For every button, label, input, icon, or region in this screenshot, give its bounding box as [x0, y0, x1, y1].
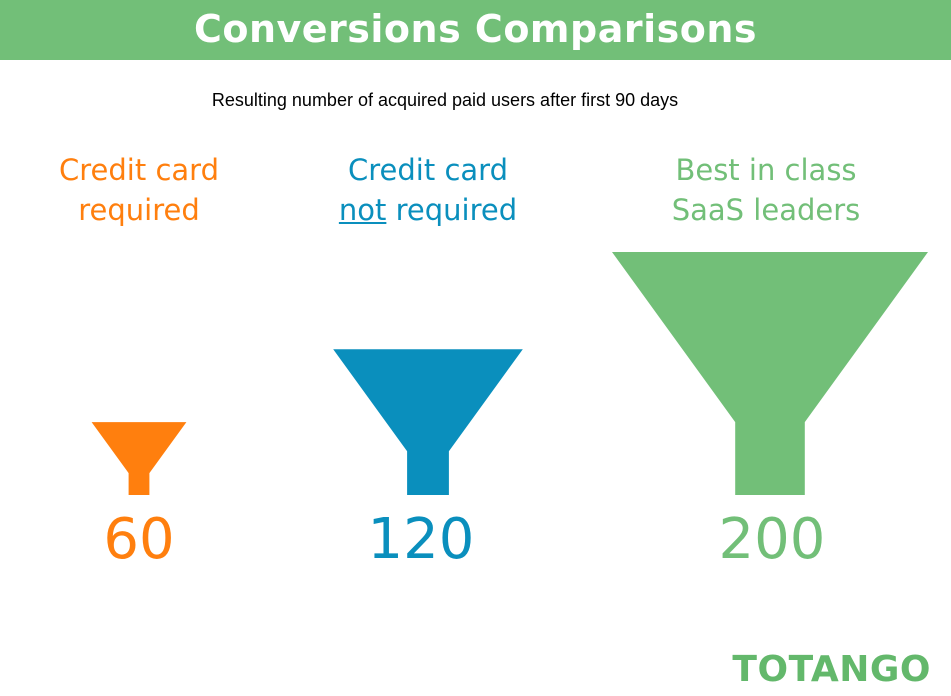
value-label: 120: [367, 507, 475, 572]
category-label-rest: required: [386, 193, 518, 227]
value-label: 200: [718, 507, 826, 572]
category-label-line: required: [78, 193, 200, 227]
chart-subtitle: Resulting number of acquired paid users …: [211, 90, 679, 110]
category-label-line: SaaS leaders: [671, 193, 861, 227]
category-label-credit-card-required: Credit card required: [0, 150, 289, 230]
category-label-line: Credit card: [348, 153, 508, 187]
funnel-bar: [612, 252, 928, 495]
funnel-bar: [333, 349, 523, 495]
category-label-line: Credit card: [59, 153, 219, 187]
category-label-line: not required: [278, 190, 578, 230]
category-label-underlined-word: not: [338, 193, 387, 227]
totango-logo: TOTANGO: [732, 649, 931, 690]
category-label-credit-card-not-required: Credit card not required: [278, 150, 578, 230]
funnel-bar: [91, 422, 187, 495]
category-label-line: Best in class: [675, 153, 857, 187]
category-label-best-in-class: Best in class SaaS leaders: [616, 150, 916, 230]
header-bar: [0, 0, 951, 60]
page-title: Conversions Comparisons: [193, 7, 758, 51]
value-label: 60: [103, 507, 175, 572]
